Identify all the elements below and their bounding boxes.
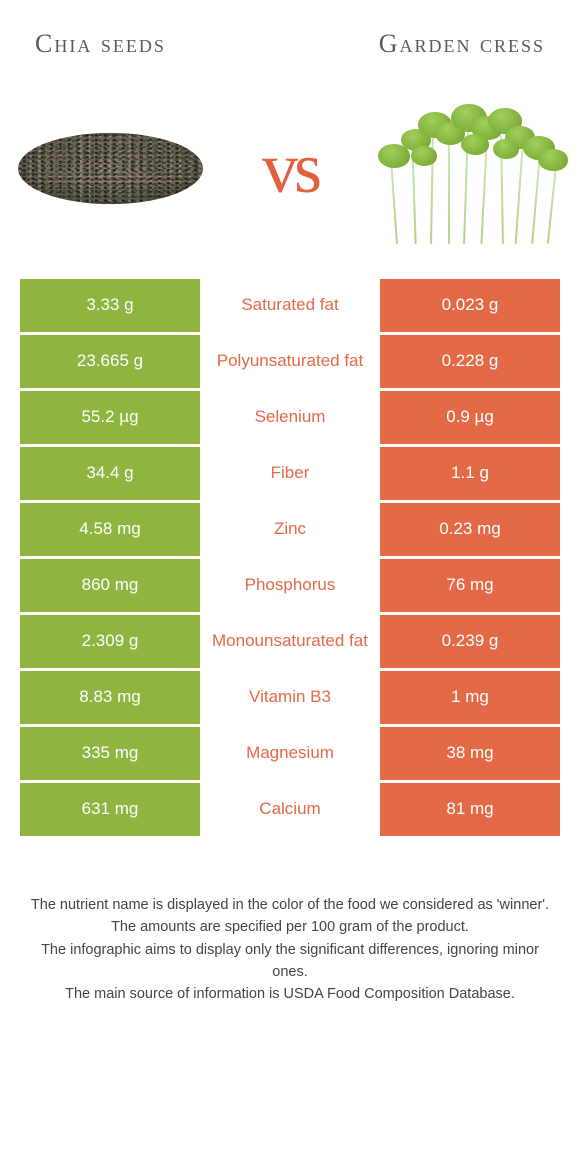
left-value: 2.309 g (20, 615, 200, 671)
table-row: 34.4 gFiber1.1 g (20, 447, 560, 503)
left-value: 23.665 g (20, 335, 200, 391)
nutrient-label: Saturated fat (200, 279, 380, 335)
left-value: 3.33 g (20, 279, 200, 335)
nutrient-label: Phosphorus (200, 559, 380, 615)
right-food-title: Garden cress (379, 30, 545, 59)
left-food-title: Chia seeds (35, 30, 166, 59)
nutrient-label: Polyunsaturated fat (200, 335, 380, 391)
left-value: 55.2 µg (20, 391, 200, 447)
table-row: 860 mgPhosphorus76 mg (20, 559, 560, 615)
table-row: 55.2 µgSelenium0.9 µg (20, 391, 560, 447)
table-row: 631 mgCalcium81 mg (20, 783, 560, 839)
images-row: vs (0, 69, 580, 279)
footer-line: The main source of information is USDA F… (25, 983, 555, 1005)
nutrient-label: Fiber (200, 447, 380, 503)
right-value: 38 mg (380, 727, 560, 783)
left-value: 8.83 mg (20, 671, 200, 727)
table-row: 4.58 mgZinc0.23 mg (20, 503, 560, 559)
garden-cress-image (370, 89, 570, 249)
right-value: 0.228 g (380, 335, 560, 391)
footer-line: The nutrient name is displayed in the co… (25, 894, 555, 916)
left-value: 860 mg (20, 559, 200, 615)
table-row: 3.33 gSaturated fat0.023 g (20, 279, 560, 335)
left-value: 335 mg (20, 727, 200, 783)
right-value: 0.023 g (380, 279, 560, 335)
left-value: 34.4 g (20, 447, 200, 503)
nutrient-label: Calcium (200, 783, 380, 839)
header: Chia seeds Garden cress (0, 0, 580, 69)
nutrient-label: Zinc (200, 503, 380, 559)
right-value: 1 mg (380, 671, 560, 727)
footer-line: The amounts are specified per 100 gram o… (25, 916, 555, 938)
comparison-table: 3.33 gSaturated fat0.023 g23.665 gPolyun… (20, 279, 560, 839)
nutrient-label: Selenium (200, 391, 380, 447)
nutrient-label: Vitamin B3 (200, 671, 380, 727)
left-value: 631 mg (20, 783, 200, 839)
footer-line: The infographic aims to display only the… (25, 939, 555, 984)
right-value: 0.239 g (380, 615, 560, 671)
right-value: 0.23 mg (380, 503, 560, 559)
right-value: 0.9 µg (380, 391, 560, 447)
nutrient-label: Monounsaturated fat (200, 615, 380, 671)
vs-label: vs (262, 127, 318, 210)
table-row: 23.665 gPolyunsaturated fat0.228 g (20, 335, 560, 391)
right-value: 76 mg (380, 559, 560, 615)
left-value: 4.58 mg (20, 503, 200, 559)
table-row: 8.83 mgVitamin B31 mg (20, 671, 560, 727)
right-value: 81 mg (380, 783, 560, 839)
nutrient-label: Magnesium (200, 727, 380, 783)
chia-seeds-image (10, 89, 210, 249)
footer-notes: The nutrient name is displayed in the co… (0, 839, 580, 1006)
right-value: 1.1 g (380, 447, 560, 503)
table-row: 335 mgMagnesium38 mg (20, 727, 560, 783)
table-row: 2.309 gMonounsaturated fat0.239 g (20, 615, 560, 671)
